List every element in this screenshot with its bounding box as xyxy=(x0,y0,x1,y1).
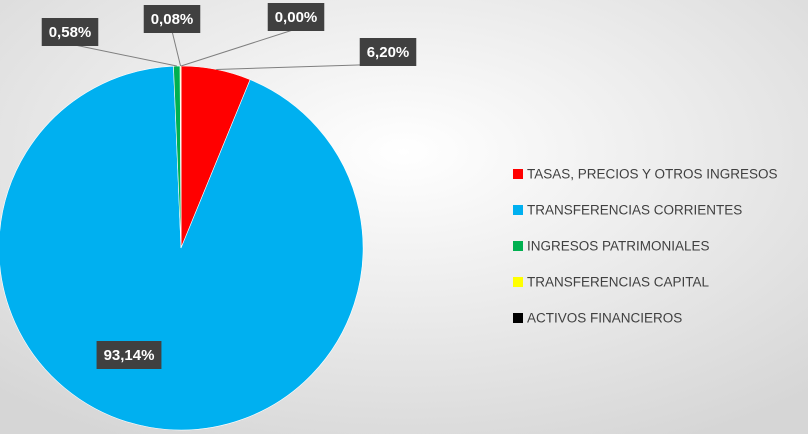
data-label: 93,14% xyxy=(104,347,155,364)
data-label-box xyxy=(359,38,417,66)
data-label: 0,00% xyxy=(275,9,318,26)
pie-slice xyxy=(0,65,364,431)
legend-label: ACTIVOS FINANCIEROS xyxy=(527,311,682,326)
data-label: 0,58% xyxy=(49,24,92,41)
leader-line xyxy=(180,28,297,67)
legend-label: TASAS, PRECIOS Y OTROS INGRESOS xyxy=(527,167,778,182)
legend-swatch xyxy=(513,205,523,215)
data-label-box xyxy=(267,3,325,31)
legend-swatch xyxy=(513,169,523,179)
legend-label: TRANSFERENCIAS CORRIENTES xyxy=(527,203,742,218)
data-label: 0,08% xyxy=(151,11,194,28)
legend-swatch xyxy=(513,277,523,287)
legend-label: TRANSFERENCIAS CAPITAL xyxy=(527,275,710,290)
data-label: 6,20% xyxy=(367,44,410,61)
data-label-box xyxy=(41,18,99,46)
data-label-box xyxy=(96,341,162,369)
leader-line xyxy=(69,43,177,67)
leader-line xyxy=(216,63,389,70)
leader-line xyxy=(171,30,182,67)
legend-swatch xyxy=(513,313,523,323)
data-label-box xyxy=(143,5,201,33)
legend-label: INGRESOS PATRIMONIALES xyxy=(527,239,710,254)
legend-swatch xyxy=(513,241,523,251)
